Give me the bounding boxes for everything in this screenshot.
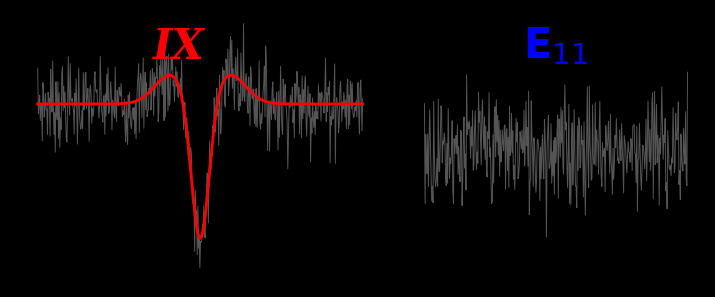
Text: IX: IX xyxy=(153,26,204,67)
Text: $\mathbf{E}_{11}$: $\mathbf{E}_{11}$ xyxy=(523,26,588,67)
